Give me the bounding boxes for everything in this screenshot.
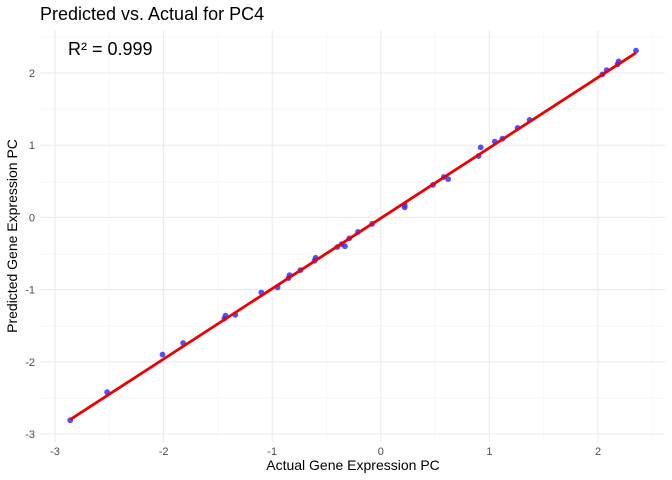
y-tick-label: -2 bbox=[25, 357, 35, 369]
x-tick-label: -1 bbox=[267, 446, 277, 458]
data-point bbox=[159, 351, 166, 358]
tick-labels: -3 -2 -1 0 1 2 -3 -2 -1 0 1 2 bbox=[25, 68, 601, 458]
y-tick-label: -3 bbox=[25, 429, 35, 441]
grid bbox=[40, 30, 665, 442]
y-tick-label: 0 bbox=[29, 212, 35, 224]
data-point bbox=[477, 144, 484, 151]
fit-line-layer bbox=[69, 51, 637, 421]
x-axis-title: Actual Gene Expression PC bbox=[266, 457, 440, 473]
r-squared-annotation: R² = 0.999 bbox=[68, 39, 153, 59]
x-tick-label: -3 bbox=[50, 446, 60, 458]
x-tick-label: 1 bbox=[486, 446, 492, 458]
regression-line bbox=[69, 51, 637, 421]
y-tick-label: -1 bbox=[25, 285, 35, 297]
chart-title: Predicted vs. Actual for PC4 bbox=[40, 4, 264, 24]
data-point bbox=[342, 243, 348, 250]
y-axis-title: Predicted Gene Expression PC bbox=[4, 139, 20, 333]
data-point bbox=[445, 176, 452, 183]
x-tick-label: -2 bbox=[159, 446, 169, 458]
y-tick-label: 2 bbox=[29, 68, 35, 80]
y-tick-label: 1 bbox=[29, 140, 35, 152]
x-tick-label: 0 bbox=[378, 446, 384, 458]
x-tick-label: 2 bbox=[595, 446, 601, 458]
